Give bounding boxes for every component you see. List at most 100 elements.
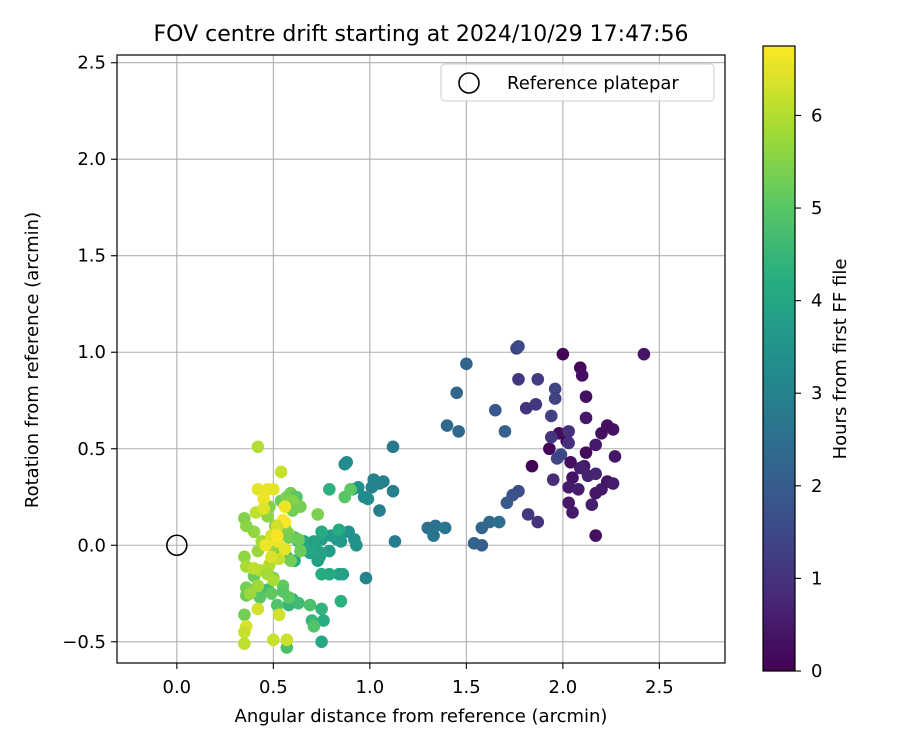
data-point [265, 587, 278, 600]
data-point [589, 486, 602, 500]
data-point [386, 440, 400, 454]
data-point [544, 430, 558, 444]
data-point [512, 340, 525, 353]
data-point [475, 538, 489, 552]
colorbar-tick-label: 5 [811, 198, 822, 219]
data-point [585, 498, 599, 512]
data-point [579, 390, 593, 403]
y-tick-label: 1.5 [77, 246, 106, 267]
data-point [637, 347, 651, 361]
data-point [573, 461, 587, 475]
data-point [548, 392, 562, 405]
reference-marker-layer [166, 534, 188, 557]
data-point [452, 425, 465, 438]
data-point [315, 525, 328, 539]
data-point [589, 529, 602, 542]
data-point [280, 633, 294, 647]
y-tick-label: −0.5 [62, 632, 106, 653]
data-point [344, 482, 357, 496]
colorbar-tick-label: 1 [811, 568, 822, 589]
data-point [575, 369, 589, 382]
data-point [579, 411, 593, 425]
colorbar-gradient [762, 45, 796, 672]
data-point [276, 585, 290, 598]
data-point [377, 475, 390, 488]
chart-title: FOV centre drift starting at 2024/10/29 … [154, 22, 689, 47]
data-point [450, 386, 464, 400]
data-point [373, 504, 386, 517]
data-point [292, 533, 305, 546]
data-point [253, 591, 267, 604]
data-point [311, 508, 325, 521]
data-point [251, 482, 265, 496]
grid-lines [117, 55, 725, 663]
data-point [334, 535, 348, 548]
data-point [267, 573, 280, 587]
data-point [512, 372, 525, 386]
data-point [386, 484, 400, 498]
data-point [388, 535, 402, 548]
data-point [359, 571, 373, 585]
legend-reference-marker [458, 72, 480, 94]
data-point [500, 496, 514, 510]
data-point [238, 550, 251, 564]
data-point [247, 562, 261, 575]
data-point [440, 419, 454, 432]
data-point [519, 401, 533, 415]
data-point [278, 500, 292, 513]
data-point [544, 409, 558, 423]
legend-box [440, 63, 715, 102]
data-point [556, 347, 570, 361]
data-point [492, 515, 506, 529]
data-point [251, 440, 265, 454]
data-point [498, 425, 512, 438]
y-axis-ticks: −0.5 0.0 0.5 1.0 1.5 2.0 2.5 [62, 53, 117, 653]
data-point [564, 455, 577, 469]
data-point [303, 598, 317, 612]
data-point [257, 492, 270, 506]
y-tick-label: 0.5 [77, 439, 106, 460]
data-point [550, 452, 564, 465]
data-point [429, 519, 442, 533]
data-point [334, 594, 348, 608]
data-points [238, 340, 651, 654]
y-tick-label: 2.5 [77, 53, 106, 74]
data-point [323, 482, 336, 496]
x-tick-label: 0.0 [163, 677, 192, 698]
x-axis-ticks: 0.0 0.5 1.0 1.5 2.0 2.5 [163, 663, 674, 698]
data-point [251, 579, 265, 593]
x-tick-label: 1.0 [356, 677, 385, 698]
data-point [350, 538, 363, 552]
data-point [600, 419, 614, 432]
legend: Reference platepar [440, 63, 715, 102]
data-point [238, 625, 251, 639]
data-point [562, 496, 575, 510]
data-point [294, 544, 307, 558]
data-point [307, 620, 321, 633]
data-point [548, 382, 562, 396]
colorbar-ticks: 0 1 2 3 4 5 6 [795, 105, 822, 682]
plot-frame [116, 54, 726, 664]
data-point [259, 538, 272, 552]
data-point [267, 633, 280, 647]
data-point [572, 482, 585, 496]
data-point [365, 481, 379, 494]
data-point [265, 550, 278, 564]
data-point [608, 450, 622, 463]
data-point [340, 455, 353, 469]
data-point [315, 635, 328, 649]
data-point [427, 529, 440, 542]
data-point [332, 523, 346, 537]
colorbar-tick-label: 4 [811, 291, 822, 312]
data-point [292, 596, 305, 610]
data-point [589, 438, 602, 452]
data-point [589, 467, 602, 481]
y-tick-label: 2.0 [77, 149, 106, 170]
data-point [251, 602, 265, 616]
data-point [267, 482, 280, 496]
data-point [543, 442, 556, 456]
data-point [238, 637, 251, 650]
x-tick-label: 2.5 [645, 677, 674, 698]
legend-entry-reference-platepar: Reference platepar [507, 73, 679, 94]
